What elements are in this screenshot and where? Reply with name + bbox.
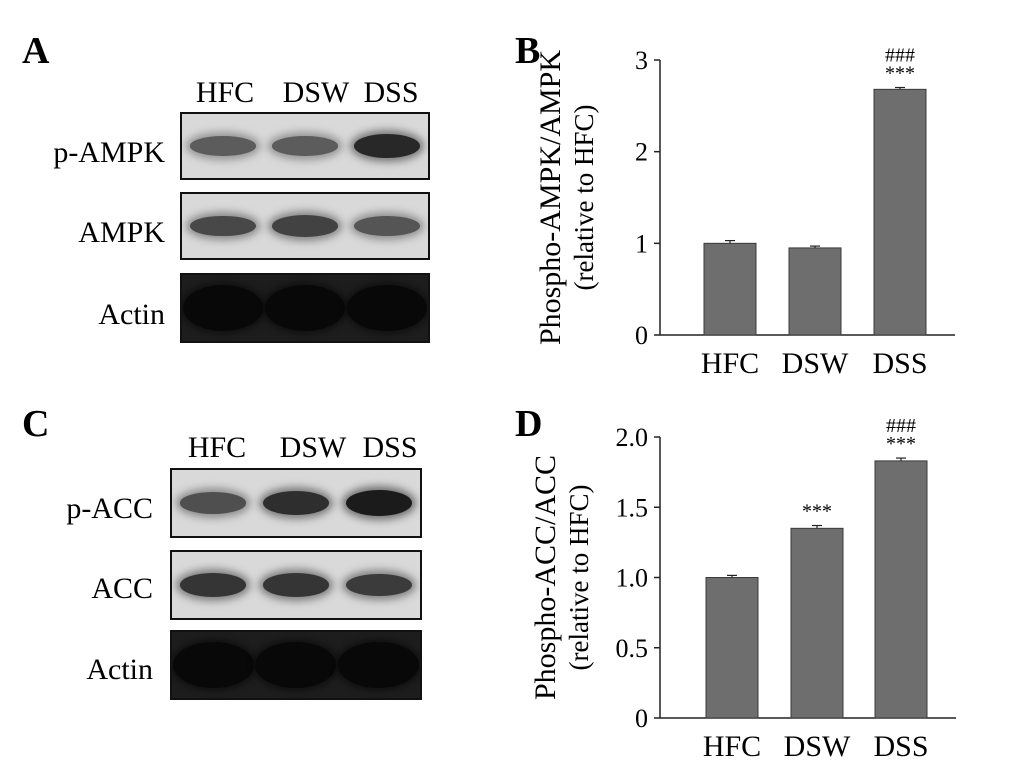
y-tick-label: 2.0 bbox=[616, 423, 649, 452]
significance-label: *** bbox=[885, 63, 915, 85]
bar bbox=[873, 88, 927, 336]
blot-band bbox=[264, 284, 346, 332]
blot-strip bbox=[170, 468, 422, 538]
blot-strip bbox=[170, 630, 422, 700]
blot-band bbox=[262, 490, 330, 515]
significance-label: *** bbox=[802, 501, 832, 523]
y-tick-label: 1.5 bbox=[616, 493, 649, 522]
x-tick-label: DSW bbox=[784, 730, 851, 763]
x-tick-label: HFC bbox=[701, 347, 759, 380]
blot-band bbox=[190, 136, 256, 156]
panel-letter-b: B bbox=[515, 30, 541, 72]
bar bbox=[874, 460, 928, 719]
x-tick-label: DSS bbox=[873, 730, 928, 763]
bar bbox=[790, 527, 844, 719]
blot-row-label: AMPK bbox=[78, 216, 165, 249]
y-axis-sublabel: (relative to HFC) bbox=[569, 105, 599, 291]
bar-chart-b: 0 1 2 3 HFC DSW ***### DSS Phospho-AMPK/AMPK (rel… bbox=[534, 45, 955, 380]
panel-letter-c: C bbox=[22, 403, 50, 445]
y-tick-label: 1.0 bbox=[616, 564, 649, 593]
blot-strip bbox=[180, 273, 430, 343]
blot-band bbox=[182, 284, 264, 332]
blot-band bbox=[255, 641, 337, 689]
y-tick-label: 0.5 bbox=[616, 634, 649, 663]
blot-band bbox=[354, 134, 420, 158]
blot-band bbox=[262, 573, 330, 597]
lane-label: DSS bbox=[363, 76, 419, 109]
panel-letter-d: D bbox=[515, 403, 543, 445]
panel-letter-a: A bbox=[22, 30, 50, 72]
blot-row-label: p-AMPK bbox=[53, 136, 165, 169]
y-tick-label: 2 bbox=[635, 138, 648, 167]
blot-band bbox=[346, 284, 428, 332]
y-tick-label: 3 bbox=[635, 46, 648, 75]
y-axis-label: Phospho-ACC/ACC bbox=[529, 455, 562, 700]
bar bbox=[788, 247, 842, 336]
blot-band bbox=[180, 573, 247, 597]
bar bbox=[703, 242, 757, 336]
significance-label: *** bbox=[886, 433, 916, 455]
blot-strip bbox=[180, 112, 430, 180]
y-axis-sublabel: (relative to HFC) bbox=[564, 485, 594, 671]
y-axis-label: Phospho-AMPK/AMPK bbox=[534, 50, 567, 345]
blot-row-label: p-ACC bbox=[66, 492, 153, 525]
significance-label: ### bbox=[886, 415, 916, 437]
significance-label: ### bbox=[885, 45, 915, 67]
blot-band bbox=[180, 492, 247, 514]
blot-band bbox=[338, 641, 420, 689]
lane-label: HFC bbox=[195, 76, 255, 109]
blot-row-label: Actin bbox=[86, 653, 153, 686]
x-tick-label: DSS bbox=[872, 347, 927, 380]
y-tick-label: 0 bbox=[635, 321, 648, 350]
blot-band bbox=[354, 216, 420, 236]
y-tick-label: 1 bbox=[635, 229, 648, 258]
bar bbox=[705, 577, 759, 719]
lane-label: HFC bbox=[187, 431, 247, 464]
x-tick-label: HFC bbox=[703, 730, 761, 763]
lane-label: DSW bbox=[282, 76, 350, 109]
blot-band bbox=[172, 641, 254, 689]
blot-band bbox=[345, 573, 412, 597]
blot-row-label: Actin bbox=[98, 298, 165, 331]
blot-row-label: ACC bbox=[91, 572, 153, 605]
bar-chart-d: 00.51.01.52.0HFC***DSW***###DSSPhospho-A… bbox=[529, 415, 956, 763]
blot-band bbox=[272, 215, 338, 237]
blot-strip bbox=[170, 550, 422, 620]
lane-label: DSS bbox=[362, 431, 418, 464]
y-tick-label: 0 bbox=[635, 704, 648, 733]
blot-band bbox=[272, 136, 338, 156]
lane-label: DSW bbox=[279, 431, 347, 464]
blot-band bbox=[190, 215, 256, 237]
x-tick-label: DSW bbox=[782, 347, 849, 380]
blot-strip bbox=[180, 192, 430, 260]
blot-band bbox=[345, 490, 412, 516]
